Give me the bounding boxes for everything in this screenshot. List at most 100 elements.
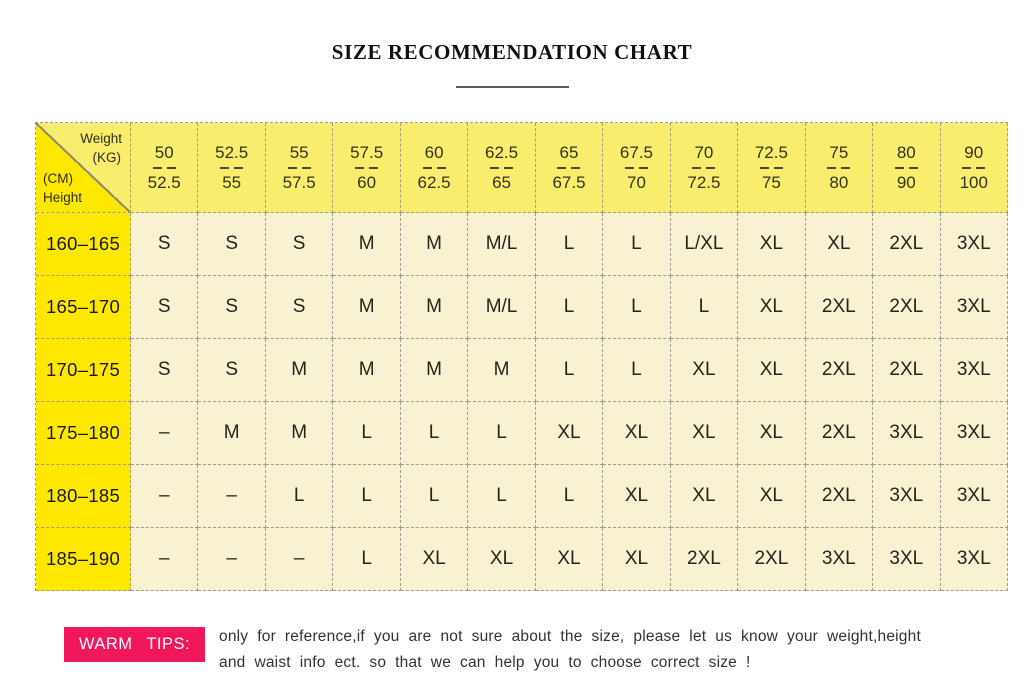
weight-column-header: 57.5 60: [333, 123, 401, 213]
size-cell: M: [468, 339, 536, 402]
size-cell: L: [333, 528, 401, 591]
size-cell: M: [333, 276, 401, 339]
size-cell: M/L: [468, 276, 536, 339]
warm-tips-section: WARM TIPS: only for reference,if you are…: [64, 624, 1024, 676]
weight-to: 80: [829, 172, 849, 192]
range-separator-icon: [220, 166, 244, 169]
size-cell: –: [131, 528, 199, 591]
size-cell: L: [670, 276, 739, 339]
weight-from: 52.5: [215, 142, 249, 162]
size-cell: XL: [738, 402, 806, 465]
size-cell: –: [198, 465, 266, 528]
size-cell: 3XL: [940, 528, 1008, 591]
range-separator-icon: [692, 166, 716, 169]
size-cell: L: [400, 465, 469, 528]
weight-column-header: 65 67.5: [535, 123, 604, 213]
height-row-header: 165–170: [36, 276, 131, 339]
weight-from: 50: [154, 142, 174, 162]
size-cell: XL: [738, 213, 806, 276]
range-separator-icon: [962, 166, 986, 169]
corner-cell: Weight (KG) (CM) Height: [36, 123, 131, 213]
size-cell: XL: [535, 528, 604, 591]
size-cell: XL: [603, 402, 671, 465]
size-cell: M: [265, 339, 334, 402]
size-cell: L: [535, 339, 604, 402]
title-underline: [455, 86, 569, 88]
size-cell: 3XL: [940, 402, 1008, 465]
size-cell: 2XL: [670, 528, 739, 591]
size-cell: 2XL: [805, 276, 874, 339]
size-cell: M: [333, 213, 401, 276]
size-cell: L: [535, 276, 604, 339]
corner-height-label: Height: [43, 190, 83, 205]
size-cell: 3XL: [873, 402, 941, 465]
size-cell: S: [198, 276, 266, 339]
corner-weight-label: Weight: [80, 131, 122, 146]
size-cell: L: [603, 213, 671, 276]
weight-to: 75: [761, 172, 781, 192]
size-cell: XL: [535, 402, 604, 465]
weight-to: 72.5: [687, 172, 721, 192]
size-cell: L: [535, 213, 604, 276]
weight-to: 60: [357, 172, 377, 192]
size-cell: S: [131, 339, 199, 402]
height-row-header: 185–190: [36, 528, 131, 591]
range-separator-icon: [152, 166, 176, 169]
size-cell: S: [198, 213, 266, 276]
weight-to: 70: [626, 172, 646, 192]
weight-column-header: 75 80: [805, 123, 874, 213]
size-cell: 2XL: [873, 276, 941, 339]
weight-from: 70: [694, 142, 714, 162]
weight-column-header: 62.5 65: [468, 123, 536, 213]
size-cell: XL: [670, 339, 739, 402]
size-cell: 2XL: [873, 339, 941, 402]
height-row-header: 160–165: [36, 213, 131, 276]
size-cell: 2XL: [873, 213, 941, 276]
size-cell: XL: [670, 465, 739, 528]
size-cell: L: [333, 465, 401, 528]
range-separator-icon: [490, 166, 514, 169]
size-cell: L: [535, 465, 604, 528]
page-title: SIZE RECOMMENDATION CHART: [331, 40, 693, 64]
size-cell: M: [400, 339, 469, 402]
weight-from: 65: [559, 142, 579, 162]
size-cell: –: [131, 402, 199, 465]
size-cell: L: [468, 465, 536, 528]
size-cell: XL: [603, 528, 671, 591]
size-cell: L: [400, 402, 469, 465]
size-cell: 3XL: [940, 339, 1008, 402]
size-cell: XL: [805, 213, 874, 276]
weight-to: 90: [896, 172, 916, 192]
size-cell: M: [198, 402, 266, 465]
size-cell: XL: [400, 528, 469, 591]
size-cell: XL: [738, 276, 806, 339]
weight-to: 62.5: [417, 172, 451, 192]
size-cell: S: [131, 213, 199, 276]
size-cell: L: [603, 339, 671, 402]
weight-to: 52.5: [147, 172, 181, 192]
height-row-header: 175–180: [36, 402, 131, 465]
size-cell: S: [198, 339, 266, 402]
size-cell: 2XL: [805, 402, 874, 465]
size-cell: 3XL: [805, 528, 874, 591]
size-cell: XL: [670, 402, 739, 465]
warm-tips-badge: WARM TIPS:: [64, 627, 205, 662]
tips-line-1: only for reference,if you are not sure a…: [219, 628, 921, 645]
size-cell: 2XL: [805, 339, 874, 402]
size-cell: L: [265, 465, 334, 528]
range-separator-icon: [355, 166, 379, 169]
warm-tips-text: only for reference,if you are not sure a…: [219, 624, 921, 676]
range-separator-icon: [624, 166, 648, 169]
weight-to: 57.5: [282, 172, 316, 192]
weight-from: 90: [964, 142, 984, 162]
weight-column-header: 67.5 70: [603, 123, 671, 213]
corner-kg-label: (KG): [92, 150, 122, 165]
size-cell: XL: [603, 465, 671, 528]
size-cell: L: [333, 402, 401, 465]
weight-column-header: 52.5 55: [198, 123, 266, 213]
range-separator-icon: [557, 166, 581, 169]
weight-from: 55: [289, 142, 309, 162]
weight-column-header: 90 100: [940, 123, 1008, 213]
size-cell: XL: [738, 465, 806, 528]
size-cell: 3XL: [873, 528, 941, 591]
